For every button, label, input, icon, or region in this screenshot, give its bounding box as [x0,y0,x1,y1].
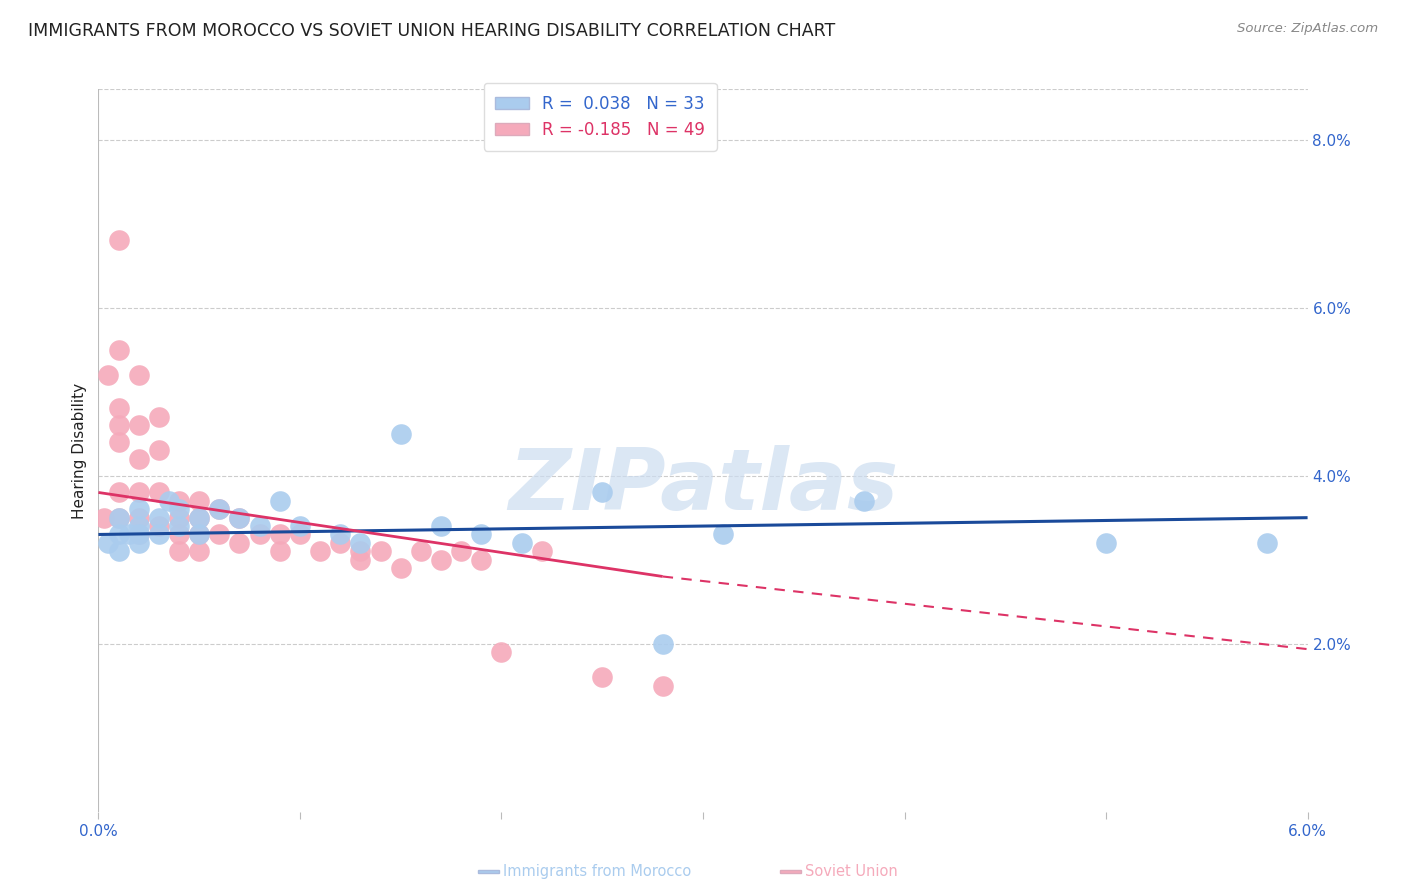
Point [370,544,392,558]
Point [128,527,150,541]
Point [491,645,513,659]
Point [107,343,129,357]
Point [470,552,492,566]
Point [128,451,150,466]
Point [188,527,211,541]
Point [188,527,211,541]
Point [430,519,453,533]
Point [167,502,190,516]
Point [651,679,673,693]
Point [107,435,129,450]
Point [97,536,120,550]
Point [167,519,190,533]
Point [188,510,211,524]
Point [530,544,553,558]
Point [107,485,129,500]
Point [148,527,170,541]
Point [389,426,412,441]
Point [93,510,115,524]
Point [188,494,211,508]
Text: Soviet Union: Soviet Union [806,864,897,880]
Point [128,485,150,500]
Point [97,368,120,382]
Point [208,502,231,516]
Point [651,637,673,651]
Point [107,544,129,558]
Point [249,519,271,533]
Point [228,510,250,524]
Point [269,544,291,558]
Point [188,510,211,524]
Point [107,527,129,541]
Point [228,510,250,524]
Text: Source: ZipAtlas.com: Source: ZipAtlas.com [1237,22,1378,36]
Point [148,443,170,458]
Point [148,519,170,533]
Point [1256,536,1278,550]
Legend: R =  0.038   N = 33, R = -0.185   N = 49: R = 0.038 N = 33, R = -0.185 N = 49 [484,83,717,151]
Bar [478,870,499,873]
Point [128,536,150,550]
Point [107,401,129,416]
Point [711,527,734,541]
Point [167,527,190,541]
Point [1095,536,1118,550]
Text: IMMIGRANTS FROM MOROCCO VS SOVIET UNION HEARING DISABILITY CORRELATION CHART: IMMIGRANTS FROM MOROCCO VS SOVIET UNION … [28,22,835,40]
Point [167,544,190,558]
Point [228,536,250,550]
Point [329,536,352,550]
Point [107,510,129,524]
Point [349,544,371,558]
Point [409,544,432,558]
Point [288,527,311,541]
Point [510,536,533,550]
Point [208,527,231,541]
Point [853,494,876,508]
Point [128,527,150,541]
Point [128,418,150,433]
Point [128,510,150,524]
Point [591,485,613,500]
Point [148,510,170,524]
Bar [780,870,801,873]
Point [389,561,412,575]
Point [269,527,291,541]
Point [591,670,613,684]
Point [118,527,141,541]
Point [188,544,211,558]
Point [107,510,129,524]
Point [157,494,180,508]
Point [107,234,129,248]
Point [269,494,291,508]
Point [128,519,150,533]
Point [288,519,311,533]
Point [349,536,371,550]
Point [329,527,352,541]
Text: Immigrants from Morocco: Immigrants from Morocco [503,864,690,880]
Point [148,485,170,500]
Point [128,368,150,382]
Point [167,494,190,508]
Point [249,527,271,541]
Point [148,409,170,424]
Y-axis label: Hearing Disability: Hearing Disability [72,383,87,518]
Point [450,544,472,558]
Point [470,527,492,541]
Point [128,502,150,516]
Point [167,510,190,524]
Point [349,552,371,566]
Point [107,418,129,433]
Point [430,552,453,566]
Text: ZIPatlas: ZIPatlas [508,445,898,528]
Point [309,544,332,558]
Point [208,502,231,516]
